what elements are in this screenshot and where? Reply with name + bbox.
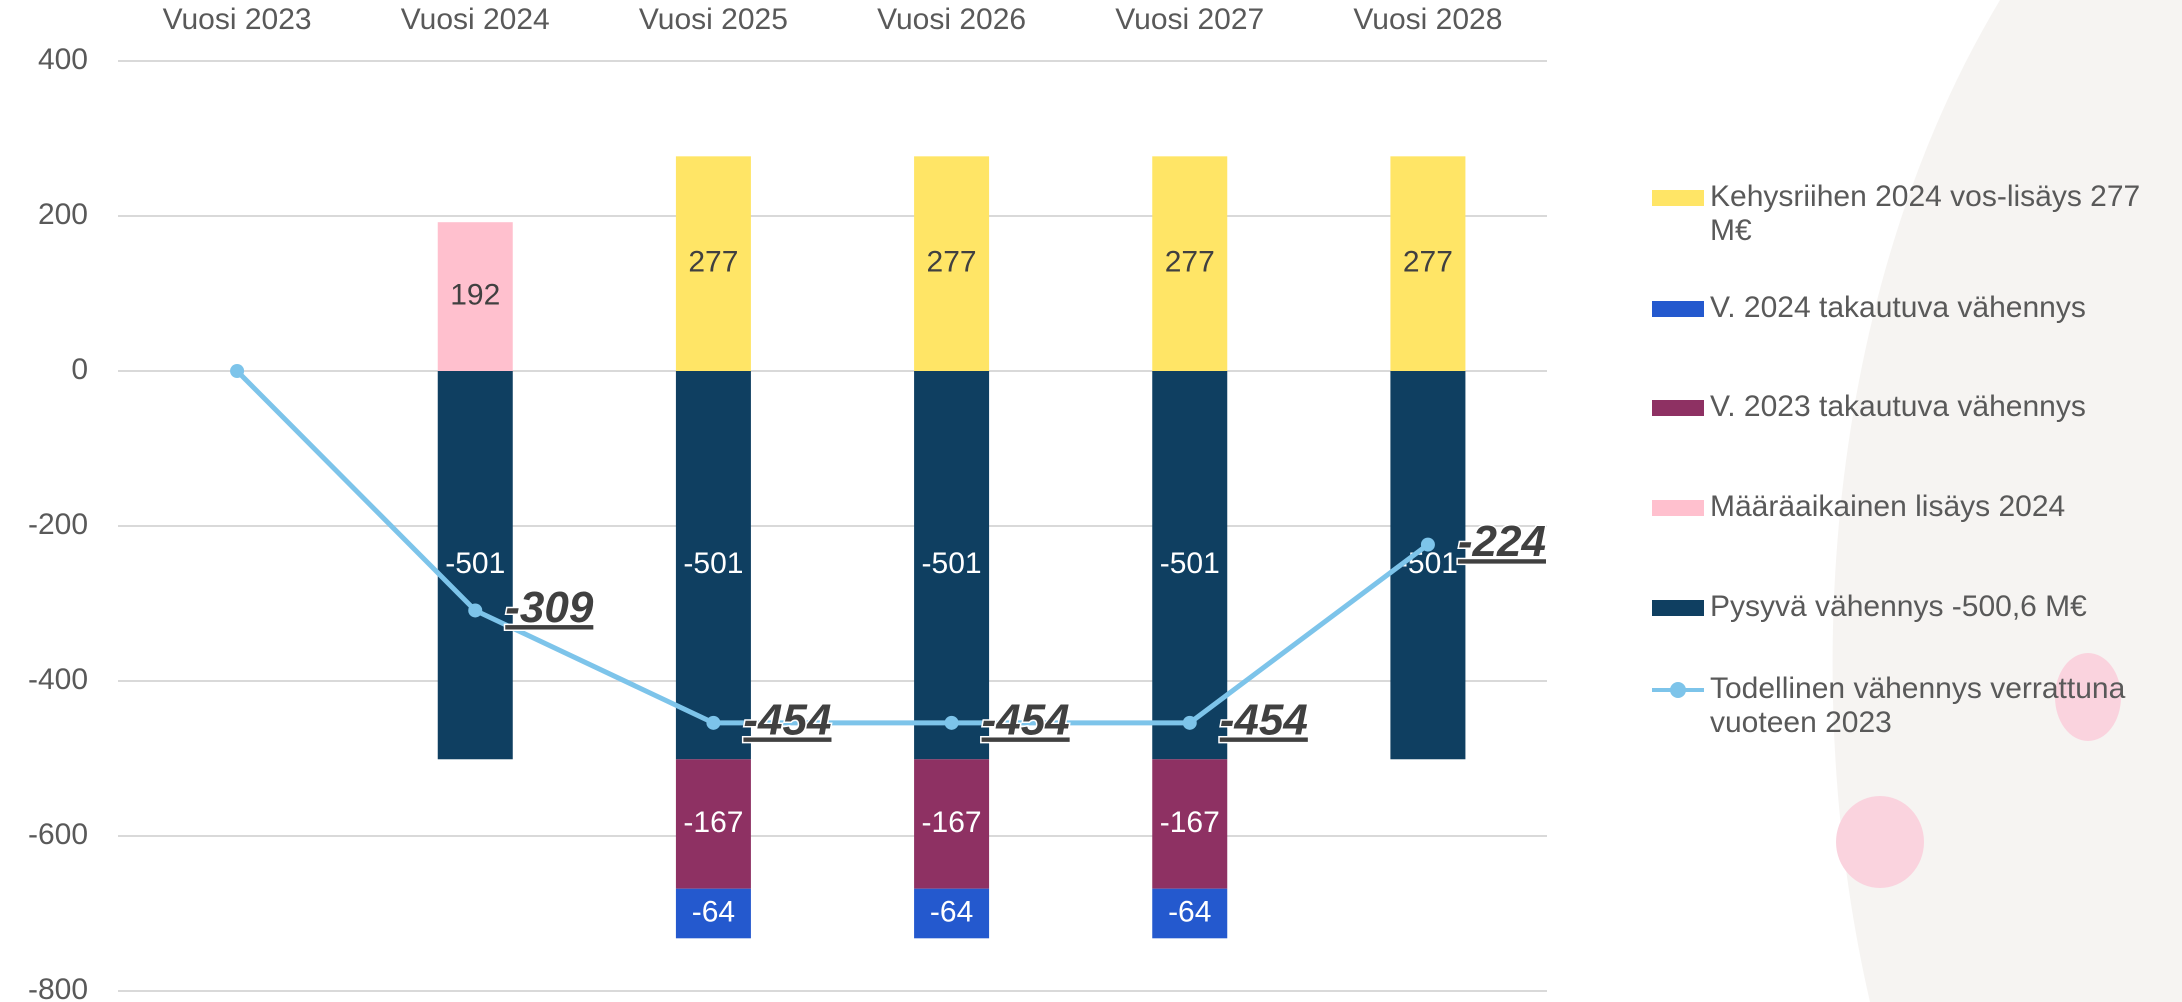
bar-label: -167 (922, 806, 982, 839)
bar-label: -167 (683, 806, 743, 839)
legend-swatch (1652, 600, 1704, 616)
legend-item: Määräaikainen lisäys 2024 (1652, 490, 2170, 524)
line-label: -224 (1458, 517, 1546, 566)
legend-swatch (1652, 400, 1704, 416)
line-point (468, 603, 482, 617)
legend-label: V. 2024 takautuva vähennys (1710, 291, 2170, 325)
y-tick-label: 200 (38, 198, 88, 231)
bar-label: -167 (1160, 806, 1220, 839)
legend-label: Määräaikainen lisäys 2024 (1710, 490, 2170, 524)
legend-item: Kehysriihen 2024 vos-lisäys 277 M€ (1652, 180, 2170, 248)
line-point (1421, 538, 1435, 552)
y-tick-label: 400 (38, 43, 88, 76)
legend-label: Todellinen vähennys verrattuna vuoteen 2… (1710, 672, 2170, 740)
x-tick-label: Vuosi 2024 (401, 3, 550, 36)
x-tick-label: Vuosi 2026 (877, 3, 1026, 36)
bar-label: 277 (688, 246, 738, 279)
page: -800 -600 -400 -200 0 200 400 Vuosi 2023 Vuosi 2… (0, 0, 2182, 1002)
legend-swatch (1652, 682, 1704, 698)
line-point (230, 364, 244, 378)
x-tick-label: Vuosi 2025 (639, 3, 788, 36)
line (237, 371, 1428, 723)
legend-item: Todellinen vähennys verrattuna vuoteen 2… (1652, 672, 2170, 740)
line-label: -454 (982, 695, 1070, 744)
y-tick-label: -600 (28, 818, 88, 851)
legend-label: V. 2023 takautuva vähennys (1710, 390, 2170, 424)
bar-label: -501 (683, 547, 743, 580)
bar-label: 277 (927, 246, 977, 279)
y-tick-label: -800 (28, 973, 88, 1002)
y-tick-label: -200 (28, 508, 88, 541)
line-label: -454 (743, 695, 831, 744)
legend-label: Kehysriihen 2024 vos-lisäys 277 M€ (1710, 180, 2170, 248)
bar-label: 192 (450, 279, 500, 312)
x-tick-label: Vuosi 2027 (1115, 3, 1264, 36)
legend-swatch (1652, 500, 1704, 516)
bar-label: -64 (692, 895, 735, 928)
legend-swatch (1652, 190, 1704, 206)
line-point (1183, 716, 1197, 730)
bar-label: -64 (1168, 895, 1211, 928)
bar-label: -501 (1398, 547, 1458, 580)
line-label: -309 (505, 583, 594, 632)
y-tick-label: 0 (71, 353, 88, 386)
y-tick-label: -400 (28, 663, 88, 696)
legend-item: V. 2023 takautuva vähennys (1652, 390, 2170, 424)
bar-label: -501 (1160, 547, 1220, 580)
bar-label: -501 (922, 547, 982, 580)
bar-label: -501 (445, 547, 505, 580)
bar-label: -64 (930, 895, 973, 928)
bar-label: 277 (1403, 246, 1453, 279)
legend-label: Pysyvä vähennys -500,6 M€ (1710, 590, 2170, 624)
legend-item: Pysyvä vähennys -500,6 M€ (1652, 590, 2170, 624)
legend-item: V. 2024 takautuva vähennys (1652, 291, 2170, 325)
x-tick-label: Vuosi 2028 (1353, 3, 1502, 36)
legend-swatch (1652, 301, 1704, 317)
line-label: -454 (1220, 695, 1308, 744)
line-point (945, 716, 959, 730)
x-tick-label: Vuosi 2023 (163, 3, 312, 36)
line-point (706, 716, 720, 730)
bar-label: 277 (1165, 246, 1215, 279)
